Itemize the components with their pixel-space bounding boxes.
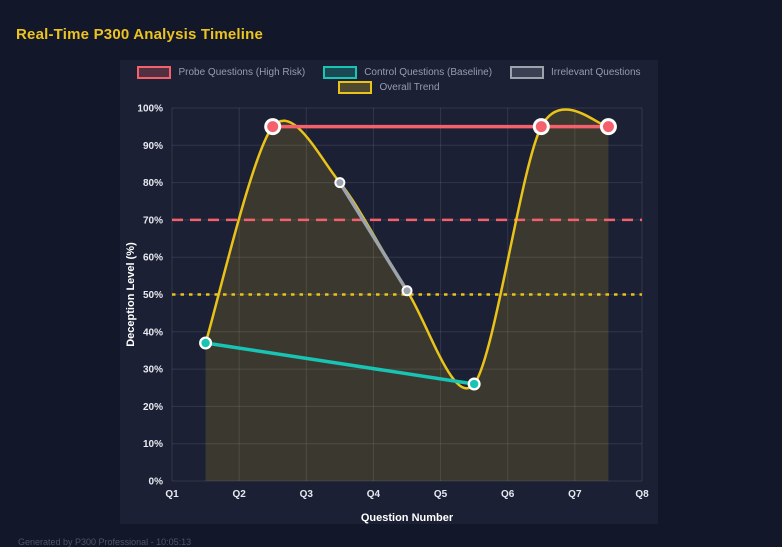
data-point[interactable] [201, 338, 210, 348]
legend-swatch [137, 66, 172, 79]
x-tick-label: Q2 [232, 489, 246, 500]
series-line-2 [338, 180, 409, 293]
data-point[interactable] [267, 121, 279, 133]
data-point[interactable] [602, 121, 614, 133]
axis-tick-labels: 0% 10% 20% 30% 40% 50% 60% 70% 80% 90% 100% Q1 Q2 Q3 Q… [137, 104, 649, 501]
y-tick-label: 90% [143, 141, 163, 152]
legend-row: Overall Trend [338, 81, 440, 94]
y-tick-label: 50% [143, 290, 163, 301]
legend-label: Irrelevant Questions [551, 67, 641, 78]
x-tick-label: Q4 [367, 489, 381, 500]
legend-label: Control Questions (Baseline) [364, 67, 493, 78]
x-axis-title: Question Number [361, 512, 454, 524]
legend-item-3[interactable]: Overall Trend [338, 81, 440, 94]
data-point[interactable] [336, 179, 344, 187]
page-title: Real-Time P300 Analysis Timeline [16, 26, 264, 43]
y-tick-label: 10% [143, 439, 163, 450]
series-line-1 [203, 341, 476, 386]
y-tick-label: 30% [143, 365, 163, 376]
data-point[interactable] [535, 121, 547, 133]
y-tick-label: 100% [137, 104, 163, 115]
legend-item-1[interactable]: Control Questions (Baseline) [323, 66, 492, 79]
y-tick-label: 0% [149, 477, 164, 488]
footer-caption: Generated by P300 Professional - 10:05:1… [18, 537, 192, 547]
legend-swatch [323, 66, 358, 79]
data-point[interactable] [469, 379, 479, 389]
timeline-chart: 0% 10% 20% 30% 40% 50% 60% 70% 80% 90% 100% Q1 Q2 Q3 Q… [125, 104, 649, 525]
legend-row: Probe Questions (High Risk) Control Quest… [137, 66, 641, 79]
legend-swatch [338, 81, 373, 94]
x-tick-label: Q5 [434, 489, 448, 500]
legend-swatch [510, 66, 545, 79]
y-tick-label: 40% [143, 327, 163, 338]
legend-label: Probe Questions (High Risk) [178, 67, 306, 78]
y-tick-label: 80% [143, 178, 163, 189]
legend-item-0[interactable]: Probe Questions (High Risk) [137, 66, 305, 79]
y-tick-label: 20% [143, 402, 163, 413]
data-point[interactable] [403, 287, 411, 295]
series-points-1 [199, 336, 481, 391]
x-tick-label: Q6 [501, 489, 515, 500]
y-tick-label: 70% [143, 215, 163, 226]
legend-item-2[interactable]: Irrelevant Questions [510, 66, 641, 79]
y-tick-label: 60% [143, 253, 163, 264]
series-points-0 [264, 118, 617, 136]
x-tick-label: Q7 [568, 489, 582, 500]
x-tick-label: Q8 [635, 489, 649, 500]
x-tick-label: Q3 [300, 489, 314, 500]
x-tick-label: Q1 [165, 489, 179, 500]
series-points-2 [334, 177, 413, 297]
chart-panel: Probe Questions (High Risk) Control Quest… [120, 60, 658, 524]
chart-legend: Probe Questions (High Risk) Control Quest… [120, 66, 658, 94]
legend-label: Overall Trend [379, 82, 440, 93]
y-axis-title: Deception Level (%) [125, 242, 137, 347]
